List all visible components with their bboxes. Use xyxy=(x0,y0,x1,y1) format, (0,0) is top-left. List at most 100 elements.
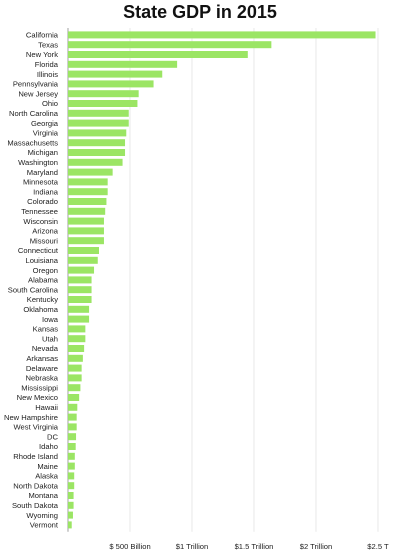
category-label: Alabama xyxy=(28,276,59,285)
bar xyxy=(68,217,104,225)
category-label: Ohio xyxy=(42,99,58,108)
category-label: Virginia xyxy=(33,129,59,138)
bar xyxy=(68,247,99,254)
bar xyxy=(68,374,82,382)
category-label: Arkansas xyxy=(26,354,58,363)
x-tick-label: $1 Trillion xyxy=(176,542,209,551)
x-tick-label: $2 Trillion xyxy=(300,542,333,551)
category-label: South Carolina xyxy=(8,285,59,294)
bar xyxy=(68,452,75,460)
category-label: Kentucky xyxy=(27,295,58,304)
bar xyxy=(68,335,86,343)
bar xyxy=(68,364,82,372)
category-label: Washington xyxy=(18,158,58,167)
bar xyxy=(68,129,127,137)
category-label: Indiana xyxy=(33,187,59,196)
bar xyxy=(68,119,129,127)
category-label: West Virginia xyxy=(14,423,59,432)
bar xyxy=(68,266,95,274)
bar xyxy=(68,178,108,186)
x-tick-label: $ 500 Billion xyxy=(109,542,150,551)
category-label: Idaho xyxy=(39,442,58,451)
category-label: Maine xyxy=(37,462,58,471)
category-label: Wisconsin xyxy=(23,217,58,226)
category-label: Tennessee xyxy=(21,207,58,216)
category-label: Arizona xyxy=(32,227,59,236)
bar xyxy=(68,443,76,450)
bar xyxy=(68,168,113,176)
bar xyxy=(68,41,272,49)
category-label: Oklahoma xyxy=(23,305,58,314)
category-label: Montana xyxy=(28,491,58,500)
category-label: Connecticut xyxy=(18,246,59,255)
bar-layer xyxy=(68,31,376,529)
bar xyxy=(68,492,74,499)
bar xyxy=(68,296,92,303)
category-label: Nebraska xyxy=(26,374,59,383)
bar xyxy=(68,521,72,529)
category-label: Colorado xyxy=(27,197,58,206)
category-label: Alaska xyxy=(35,472,59,481)
bar xyxy=(68,501,74,509)
category-label: Pennsylvania xyxy=(13,80,59,89)
bar xyxy=(68,276,92,284)
category-label: Illinois xyxy=(37,70,58,79)
category-label: Maryland xyxy=(27,168,58,177)
category-label: New Mexico xyxy=(17,393,58,402)
bar xyxy=(68,354,83,362)
bar xyxy=(68,139,126,147)
bar xyxy=(68,109,129,117)
bar xyxy=(68,325,86,333)
bar xyxy=(68,198,107,205)
bar xyxy=(68,472,75,480)
chart-title: State GDP in 2015 xyxy=(123,2,277,22)
category-label: Utah xyxy=(42,334,58,343)
category-label: Iowa xyxy=(42,315,59,324)
bar xyxy=(68,462,75,470)
category-label: North Dakota xyxy=(13,481,59,490)
bar xyxy=(68,345,85,352)
category-label: Rhode Island xyxy=(13,452,58,461)
bar xyxy=(68,31,376,39)
x-tick-label: $1.5 Trillion xyxy=(235,542,274,551)
category-label: Hawaii xyxy=(35,403,58,412)
category-label: Vermont xyxy=(30,521,59,530)
bar xyxy=(68,394,80,401)
bar xyxy=(68,51,248,58)
x-tick-label: $2.5 T xyxy=(367,542,389,551)
bar xyxy=(68,413,77,421)
category-label: Massachusetts xyxy=(7,138,58,147)
category-label: Michigan xyxy=(28,148,58,157)
category-label: Mississippi xyxy=(21,383,58,392)
bar xyxy=(68,423,77,431)
category-label: Texas xyxy=(38,40,58,49)
category-label: DC xyxy=(47,432,58,441)
bar xyxy=(68,305,90,313)
category-label: Kansas xyxy=(33,325,59,334)
bar xyxy=(68,384,81,392)
category-label: Nevada xyxy=(32,344,59,353)
bar xyxy=(68,286,92,294)
bar xyxy=(68,80,154,88)
bar xyxy=(68,511,73,519)
bar xyxy=(68,158,123,166)
category-label: Minnesota xyxy=(23,178,59,187)
bar xyxy=(68,188,108,196)
bar xyxy=(68,482,75,490)
bar xyxy=(68,237,104,245)
category-label: Wyoming xyxy=(26,511,58,520)
grid-layer xyxy=(67,28,379,532)
category-label: Oregon xyxy=(33,266,58,275)
x-axis-ticks: $ 500 Billion $1 Trillion $1.5 Trillion $2 … xyxy=(109,542,389,551)
bar xyxy=(68,60,178,68)
bar xyxy=(68,149,126,156)
bar xyxy=(68,90,139,98)
bar xyxy=(68,70,163,78)
bar xyxy=(68,256,98,264)
category-label: Georgia xyxy=(31,119,59,128)
bar xyxy=(68,433,77,441)
category-label: Louisiana xyxy=(25,256,58,265)
category-label: Delaware xyxy=(26,364,58,373)
